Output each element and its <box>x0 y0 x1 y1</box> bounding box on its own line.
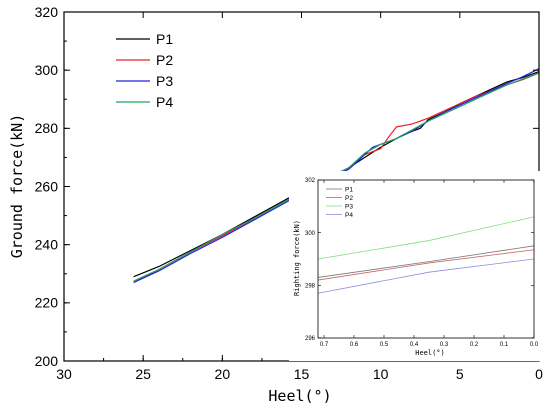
legend-label: P1 <box>156 31 173 47</box>
series-line-p1 <box>317 245 535 278</box>
x-tick-label: 0.6 <box>350 342 359 348</box>
inset-plot: 0.7 0.6 0.5 0.4 0.3 0.2 0.1 0.0 296 298 300 302 Hee… <box>289 171 548 361</box>
x-tick-label: 0.1 <box>500 342 509 348</box>
legend-label: P1 <box>345 186 353 193</box>
x-tick-label: 0.5 <box>380 342 389 348</box>
legend-label: P4 <box>156 94 173 110</box>
inset-series-group <box>317 216 535 294</box>
y-tick-label: 320 <box>35 4 59 20</box>
y-tick-label: 296 <box>305 336 316 342</box>
y-tick-label: 300 <box>35 62 59 78</box>
series-line-p4 <box>133 72 540 282</box>
x-tick-label: 30 <box>56 366 72 382</box>
inset-x-axis-label: Heel(°) <box>415 349 445 357</box>
x-tick-label: 0.3 <box>440 342 449 348</box>
main-y-axis-label: Ground force(kN) <box>8 114 26 259</box>
inset-y-axis-label: Righting force(kN) <box>293 220 301 296</box>
y-tick-label: 280 <box>35 120 59 136</box>
legend-label: P2 <box>156 52 173 68</box>
legend-label: P3 <box>345 203 353 210</box>
y-tick-label: 302 <box>305 178 316 184</box>
series-line-p3 <box>317 216 535 260</box>
main-x-axis-label: Heel(°) <box>268 387 331 405</box>
x-tick-label: 0.2 <box>470 342 479 348</box>
x-tick-label: 5 <box>456 366 464 382</box>
x-tick-label: 25 <box>135 366 151 382</box>
x-tick-label: 10 <box>373 366 389 382</box>
y-tick-label: 300 <box>305 231 316 237</box>
y-tick-label: 220 <box>35 295 59 311</box>
x-tick-label: 0.7 <box>320 342 329 348</box>
x-tick-label: 15 <box>294 366 310 382</box>
inset-background <box>289 171 548 361</box>
legend-label: P3 <box>156 73 173 89</box>
inset-plot-frame <box>317 179 535 339</box>
x-tick-label: 0.0 <box>530 342 539 348</box>
legend-label: P2 <box>345 195 353 202</box>
y-tick-label: 200 <box>35 353 59 369</box>
y-tick-label: 298 <box>305 283 316 289</box>
y-tick-label: 260 <box>35 178 59 194</box>
series-line-p4 <box>317 258 535 294</box>
x-tick-label: 0 <box>535 366 543 382</box>
x-tick-label: 0.4 <box>410 342 419 348</box>
main-legend: P1 P2 P3 P4 <box>116 31 173 110</box>
legend-label: P4 <box>345 212 353 219</box>
main-plot: 30 25 20 15 10 5 0 200 220 240 260 280 300 320 Heel(°… <box>8 4 543 405</box>
series-line-p2 <box>317 249 535 281</box>
x-tick-label: 20 <box>215 366 231 382</box>
y-tick-label: 240 <box>35 237 59 253</box>
main-series-group <box>133 68 540 284</box>
main-tick-group: 30 25 20 15 10 5 0 200 220 240 260 280 300 320 <box>35 4 543 382</box>
